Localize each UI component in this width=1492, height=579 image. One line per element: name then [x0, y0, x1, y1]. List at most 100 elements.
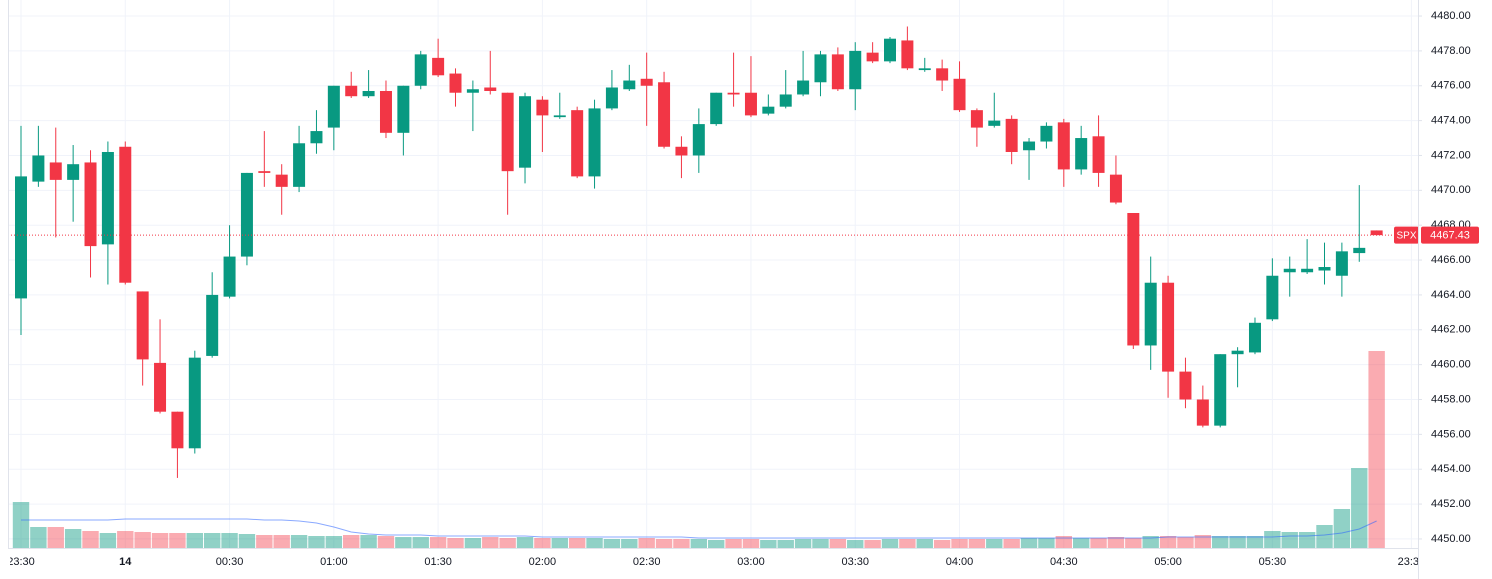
x-tick-label: 05:30	[1259, 556, 1287, 568]
candle-body	[501, 92, 514, 172]
volume-bar	[708, 540, 725, 548]
volume-bar	[30, 527, 47, 548]
volume-bar	[1333, 509, 1351, 548]
candle-body	[605, 87, 618, 109]
candle-body	[1162, 282, 1175, 372]
candle-body	[1335, 251, 1348, 276]
candle-body	[119, 146, 132, 283]
volume-bar	[256, 535, 273, 548]
volume-bar	[777, 540, 794, 548]
volume-bar	[621, 539, 638, 548]
candle-body	[362, 90, 375, 97]
candle-body	[1370, 230, 1383, 236]
x-tick-label: 03:00	[737, 556, 765, 568]
candle-body	[884, 38, 896, 62]
volume-bar	[1055, 536, 1072, 548]
y-tick-label: 4478.00	[1431, 45, 1471, 57]
volume-bar	[99, 533, 117, 548]
y-tick-label: 4474.00	[1431, 115, 1471, 127]
candle-body	[15, 176, 27, 299]
volume-bar	[203, 533, 221, 548]
x-tick-label: 03:30	[841, 556, 869, 568]
volume-bar	[1107, 537, 1125, 548]
volume-bar	[64, 529, 82, 548]
y-tick-label: 4480.00	[1431, 10, 1471, 22]
candle-body	[1144, 282, 1157, 346]
y-tick-label: 4454.00	[1431, 463, 1471, 475]
candle-body	[866, 52, 879, 62]
candle-body	[484, 87, 497, 91]
volume-bar	[986, 539, 1003, 548]
candle-body	[206, 294, 219, 356]
volume-bar	[638, 538, 655, 548]
volume-bar	[1368, 351, 1385, 548]
volume-bar	[1125, 538, 1142, 548]
candle-body	[258, 171, 271, 173]
candle-body	[831, 54, 844, 90]
y-tick-label: 4470.00	[1431, 184, 1471, 196]
volume-bar	[1072, 538, 1090, 548]
volume-bar	[238, 534, 256, 548]
candle-body	[1266, 275, 1279, 320]
candle-body	[1214, 354, 1227, 426]
volume-bar	[429, 537, 447, 548]
candle-body	[814, 54, 827, 83]
price-axis: 4450.00 4452.00 4454.00 4456.00 4458.00 4460.…	[1394, 10, 1479, 545]
candle-body	[953, 78, 966, 111]
candle-body	[1283, 268, 1296, 273]
candle-body	[49, 162, 62, 180]
volume-bar	[568, 538, 586, 548]
volume-bar	[12, 502, 30, 548]
volume-bar	[343, 535, 360, 548]
candle-body	[327, 85, 340, 128]
volume-bar	[395, 537, 412, 548]
candle-pane	[8, 26, 1418, 478]
x-tick-label: 04:30	[1050, 556, 1078, 568]
candle-body	[1109, 174, 1122, 203]
grid	[8, 0, 1418, 548]
volume-bar	[673, 539, 690, 548]
y-tick-label: 4460.00	[1431, 359, 1471, 371]
candle-body	[1040, 125, 1053, 142]
candle-body	[692, 124, 705, 156]
volume-bar	[812, 539, 829, 548]
y-tick-label: 4472.00	[1431, 149, 1471, 161]
volume-bar	[829, 539, 847, 548]
candle-body	[1196, 399, 1209, 426]
volume-bar	[690, 539, 708, 548]
volume-pane	[12, 351, 1385, 548]
candle-body	[275, 174, 288, 187]
candle-body	[379, 90, 392, 133]
volume-bar	[516, 537, 534, 548]
volume-bar	[1264, 531, 1281, 548]
candle-body	[397, 85, 410, 133]
volume-bar	[1351, 468, 1368, 548]
volume-bar	[916, 539, 933, 548]
volume-bar	[968, 539, 986, 548]
candle-body	[727, 92, 740, 95]
candle-body	[1057, 122, 1070, 170]
candle-body	[293, 143, 306, 187]
y-tick-label: 4458.00	[1431, 393, 1471, 405]
x-tick-label: 05:00	[1154, 556, 1182, 568]
volume-bar	[1003, 539, 1020, 548]
candle-body	[797, 80, 810, 95]
candle-body	[744, 92, 757, 116]
candle-body	[571, 110, 584, 177]
volume-bar	[325, 536, 343, 548]
volume-bar	[186, 533, 203, 548]
volume-bar	[47, 527, 64, 548]
volume-bar	[899, 539, 916, 548]
volume-bar	[1316, 525, 1333, 548]
candle-body	[1301, 268, 1314, 273]
volume-bar	[1212, 536, 1229, 548]
candle-body	[1179, 371, 1192, 400]
x-tick-label: 01:30	[424, 556, 452, 568]
volume-bar	[760, 540, 777, 548]
x-tick-label: 04:00	[946, 556, 974, 568]
x-tick-label: 23:30	[1398, 556, 1426, 568]
candle-body	[414, 54, 427, 86]
candle-body	[936, 68, 949, 81]
volume-bar	[360, 535, 377, 548]
